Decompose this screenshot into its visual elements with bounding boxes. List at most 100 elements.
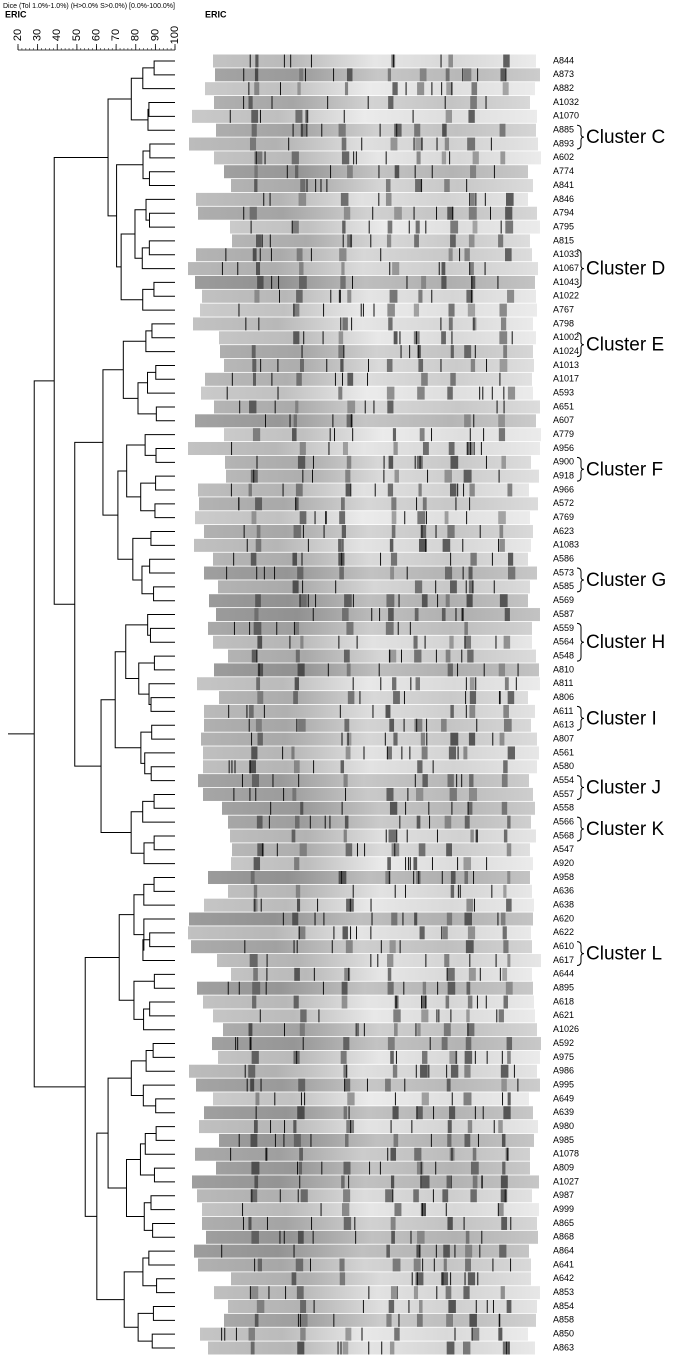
lane-label: A868 [553,1232,574,1242]
band [299,511,307,525]
band [299,441,306,455]
lane-label: A642 [553,1273,574,1283]
lane [203,995,534,1009]
band [389,289,398,303]
lane-label: A920 [553,858,574,868]
band [387,857,391,871]
band [338,386,343,400]
band [292,580,299,594]
band [442,926,448,940]
band [470,829,474,843]
band [422,441,429,455]
lane [231,967,532,981]
branch [153,60,175,76]
band [388,829,397,843]
band [500,68,506,82]
lane [188,441,540,455]
band [296,248,303,262]
branch [149,143,175,159]
lane-label: A1033 [553,249,579,259]
lane-label: A779 [553,429,574,439]
band [248,1327,255,1341]
branch [100,699,132,834]
branch [150,697,175,712]
band [299,1023,305,1037]
branch [143,1008,175,1031]
cluster-brace [576,249,585,288]
band [391,912,398,926]
band [450,220,459,234]
band [447,1133,452,1147]
lane-label: A1032 [553,97,579,107]
lane-label: A1022 [553,291,579,301]
branch [142,1084,175,1107]
lane [213,635,532,649]
lane-label: A774 [553,166,574,176]
branch [142,288,175,311]
branch [154,503,175,519]
band [256,677,261,691]
band [250,870,255,884]
branch [138,662,155,695]
branch [137,1312,154,1342]
band [390,137,398,151]
band [498,414,505,428]
band [300,635,304,649]
branch [84,956,120,1217]
band [499,538,505,552]
branch [140,482,156,512]
band [441,275,447,289]
band [393,441,398,455]
branch [116,164,144,268]
band [342,1341,349,1355]
lane-label: A995 [553,1079,574,1089]
lane [216,123,536,137]
band [444,179,450,193]
band [448,54,453,68]
band [385,704,391,718]
band [341,151,350,165]
branch [141,565,154,595]
scale-tick-label: 20 [12,29,24,41]
band [421,995,427,1009]
band [445,109,453,123]
band [507,746,515,760]
lane [231,179,533,193]
band [468,787,477,801]
lane [224,358,534,372]
band [388,455,394,469]
cluster-brace [576,705,585,731]
lane [216,1161,530,1175]
band [417,1230,425,1244]
band [444,566,453,580]
band [450,234,455,248]
band [504,608,510,622]
band [443,1023,451,1037]
band [296,289,303,303]
branch [151,724,175,740]
band [467,1023,475,1037]
band [342,926,348,940]
band [441,262,446,276]
band [470,1161,479,1175]
band [499,1244,507,1258]
band [472,151,479,165]
band [344,967,351,981]
band [464,248,470,262]
band [255,1092,260,1106]
cluster-brace [576,816,585,842]
cluster-brace [576,124,585,150]
band [254,179,258,193]
band [467,926,476,940]
lane-label: A986 [553,1066,574,1076]
band [466,1009,470,1023]
band [252,372,256,386]
band [421,594,428,608]
band [390,1286,396,1300]
band [464,621,468,635]
band [388,608,394,622]
band [449,635,454,649]
band [297,82,301,96]
band [293,303,300,317]
band [447,525,455,539]
